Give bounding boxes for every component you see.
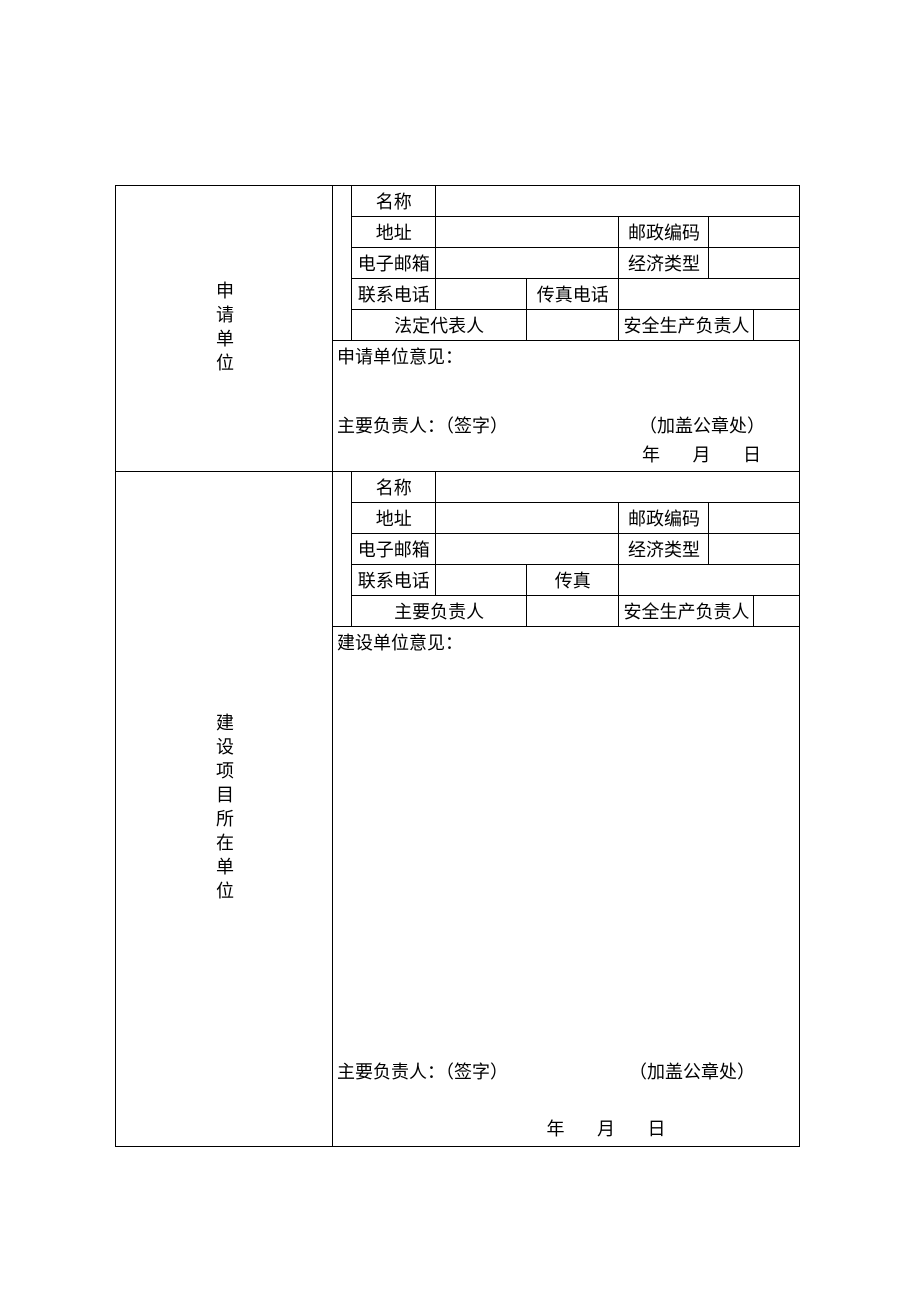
s2-opinion-title: 建设单位意见：: [337, 629, 795, 658]
s2-tel-label: 联系电话: [352, 565, 436, 596]
s2-econ-value[interactable]: [709, 534, 800, 565]
spacer: [333, 565, 352, 596]
s1-fax-label: 传真电话: [527, 279, 619, 310]
spacer: [333, 279, 352, 310]
spacer: [333, 186, 352, 217]
s2-date-line: 年 月 日: [337, 1115, 795, 1144]
s1-name-value[interactable]: [436, 186, 800, 217]
s1-addr-label: 地址: [352, 217, 436, 248]
s1-tel-label: 联系电话: [352, 279, 436, 310]
section2-title: 建设项目所在单位: [116, 472, 333, 1146]
s1-econ-value[interactable]: [709, 248, 800, 279]
spacer: [333, 596, 352, 627]
s1-email-value[interactable]: [436, 248, 619, 279]
spacer: [333, 217, 352, 248]
s2-name-value[interactable]: [436, 472, 800, 503]
s2-opinion-cell[interactable]: 建设单位意见： 主要负责人：（签字） （加盖公章处） 年 月 日: [333, 627, 800, 1146]
s1-year: 年: [642, 445, 660, 465]
s1-legal-label: 法定代表人: [352, 310, 527, 341]
s1-safety-value[interactable]: [754, 310, 800, 341]
s2-email-label: 电子邮箱: [352, 534, 436, 565]
s2-tel-value[interactable]: [436, 565, 527, 596]
spacer: [333, 310, 352, 341]
s1-opinion-title: 申请单位意见：: [337, 343, 795, 372]
section1-title: 申请单位: [116, 186, 333, 472]
application-form-table: 申请单位 名称 地址 邮政编码 电子邮箱 经济类型 联系电话 传真电话 法定代表…: [115, 185, 800, 1147]
s1-sign-label: 主要负责人：（签字）: [337, 412, 508, 441]
spacer: [333, 534, 352, 565]
s2-sign-label: 主要负责人：（签字）: [337, 1058, 508, 1087]
s1-day: 日: [743, 445, 761, 465]
s2-safety-value[interactable]: [754, 596, 800, 627]
s2-fax-value[interactable]: [619, 565, 800, 596]
s1-addr-value[interactable]: [436, 217, 619, 248]
s1-safety-label: 安全生产负责人: [619, 310, 754, 341]
s1-legal-value[interactable]: [527, 310, 619, 341]
s1-name-label: 名称: [352, 186, 436, 217]
s2-seal-label: （加盖公章处）: [629, 1058, 755, 1087]
s1-post-value[interactable]: [709, 217, 800, 248]
s2-post-label: 邮政编码: [619, 503, 709, 534]
s2-year: 年: [547, 1119, 565, 1139]
s1-fax-value[interactable]: [619, 279, 800, 310]
s1-tel-value[interactable]: [436, 279, 527, 310]
s1-post-label: 邮政编码: [619, 217, 709, 248]
s2-email-value[interactable]: [436, 534, 619, 565]
s2-post-value[interactable]: [709, 503, 800, 534]
s2-day: 日: [648, 1119, 666, 1139]
s2-month: 月: [597, 1119, 615, 1139]
s1-month: 月: [693, 445, 711, 465]
s1-econ-label: 经济类型: [619, 248, 709, 279]
spacer: [333, 503, 352, 534]
s2-safety-label: 安全生产负责人: [619, 596, 754, 627]
s2-fax-label: 传真: [527, 565, 619, 596]
s1-seal-label: （加盖公章处）: [639, 412, 765, 441]
spacer: [333, 472, 352, 503]
s1-email-label: 电子邮箱: [352, 248, 436, 279]
s2-addr-value[interactable]: [436, 503, 619, 534]
s2-econ-label: 经济类型: [619, 534, 709, 565]
s2-addr-label: 地址: [352, 503, 436, 534]
spacer: [333, 248, 352, 279]
s1-date-line: 年 月 日: [337, 441, 795, 470]
s2-main-label: 主要负责人: [352, 596, 527, 627]
s1-opinion-cell[interactable]: 申请单位意见： 主要负责人：（签字） （加盖公章处） 年 月 日: [333, 341, 800, 472]
s2-name-label: 名称: [352, 472, 436, 503]
s2-main-value[interactable]: [527, 596, 619, 627]
